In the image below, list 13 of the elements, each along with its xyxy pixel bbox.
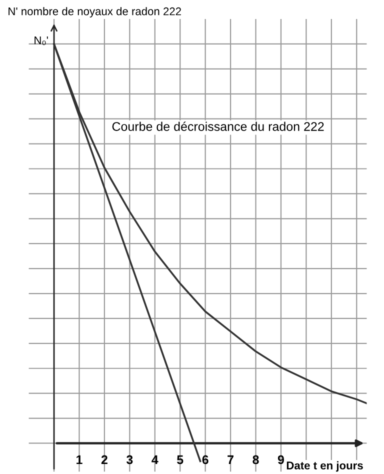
x-tick-label: 4 <box>152 455 158 464</box>
y-axis-title: N' nombre de noyaux de radon 222 <box>8 7 181 18</box>
annotation: N₀' <box>34 36 48 46</box>
x-tick-label: 3 <box>126 455 133 464</box>
annotation: Courbe de décroissance du radon 222 <box>112 122 324 131</box>
x-tick-label: 7 <box>228 455 234 464</box>
x-tick-label: 1 <box>76 455 82 464</box>
x-tick-label: 8 <box>252 455 259 464</box>
x-tick-label: 6 <box>202 455 208 464</box>
x-tick-label: 9 <box>278 455 284 464</box>
x-tick-label: 2 <box>101 455 108 464</box>
x-tick-label: 5 <box>177 455 184 464</box>
x-axis-title: Date t en jours <box>286 461 363 472</box>
